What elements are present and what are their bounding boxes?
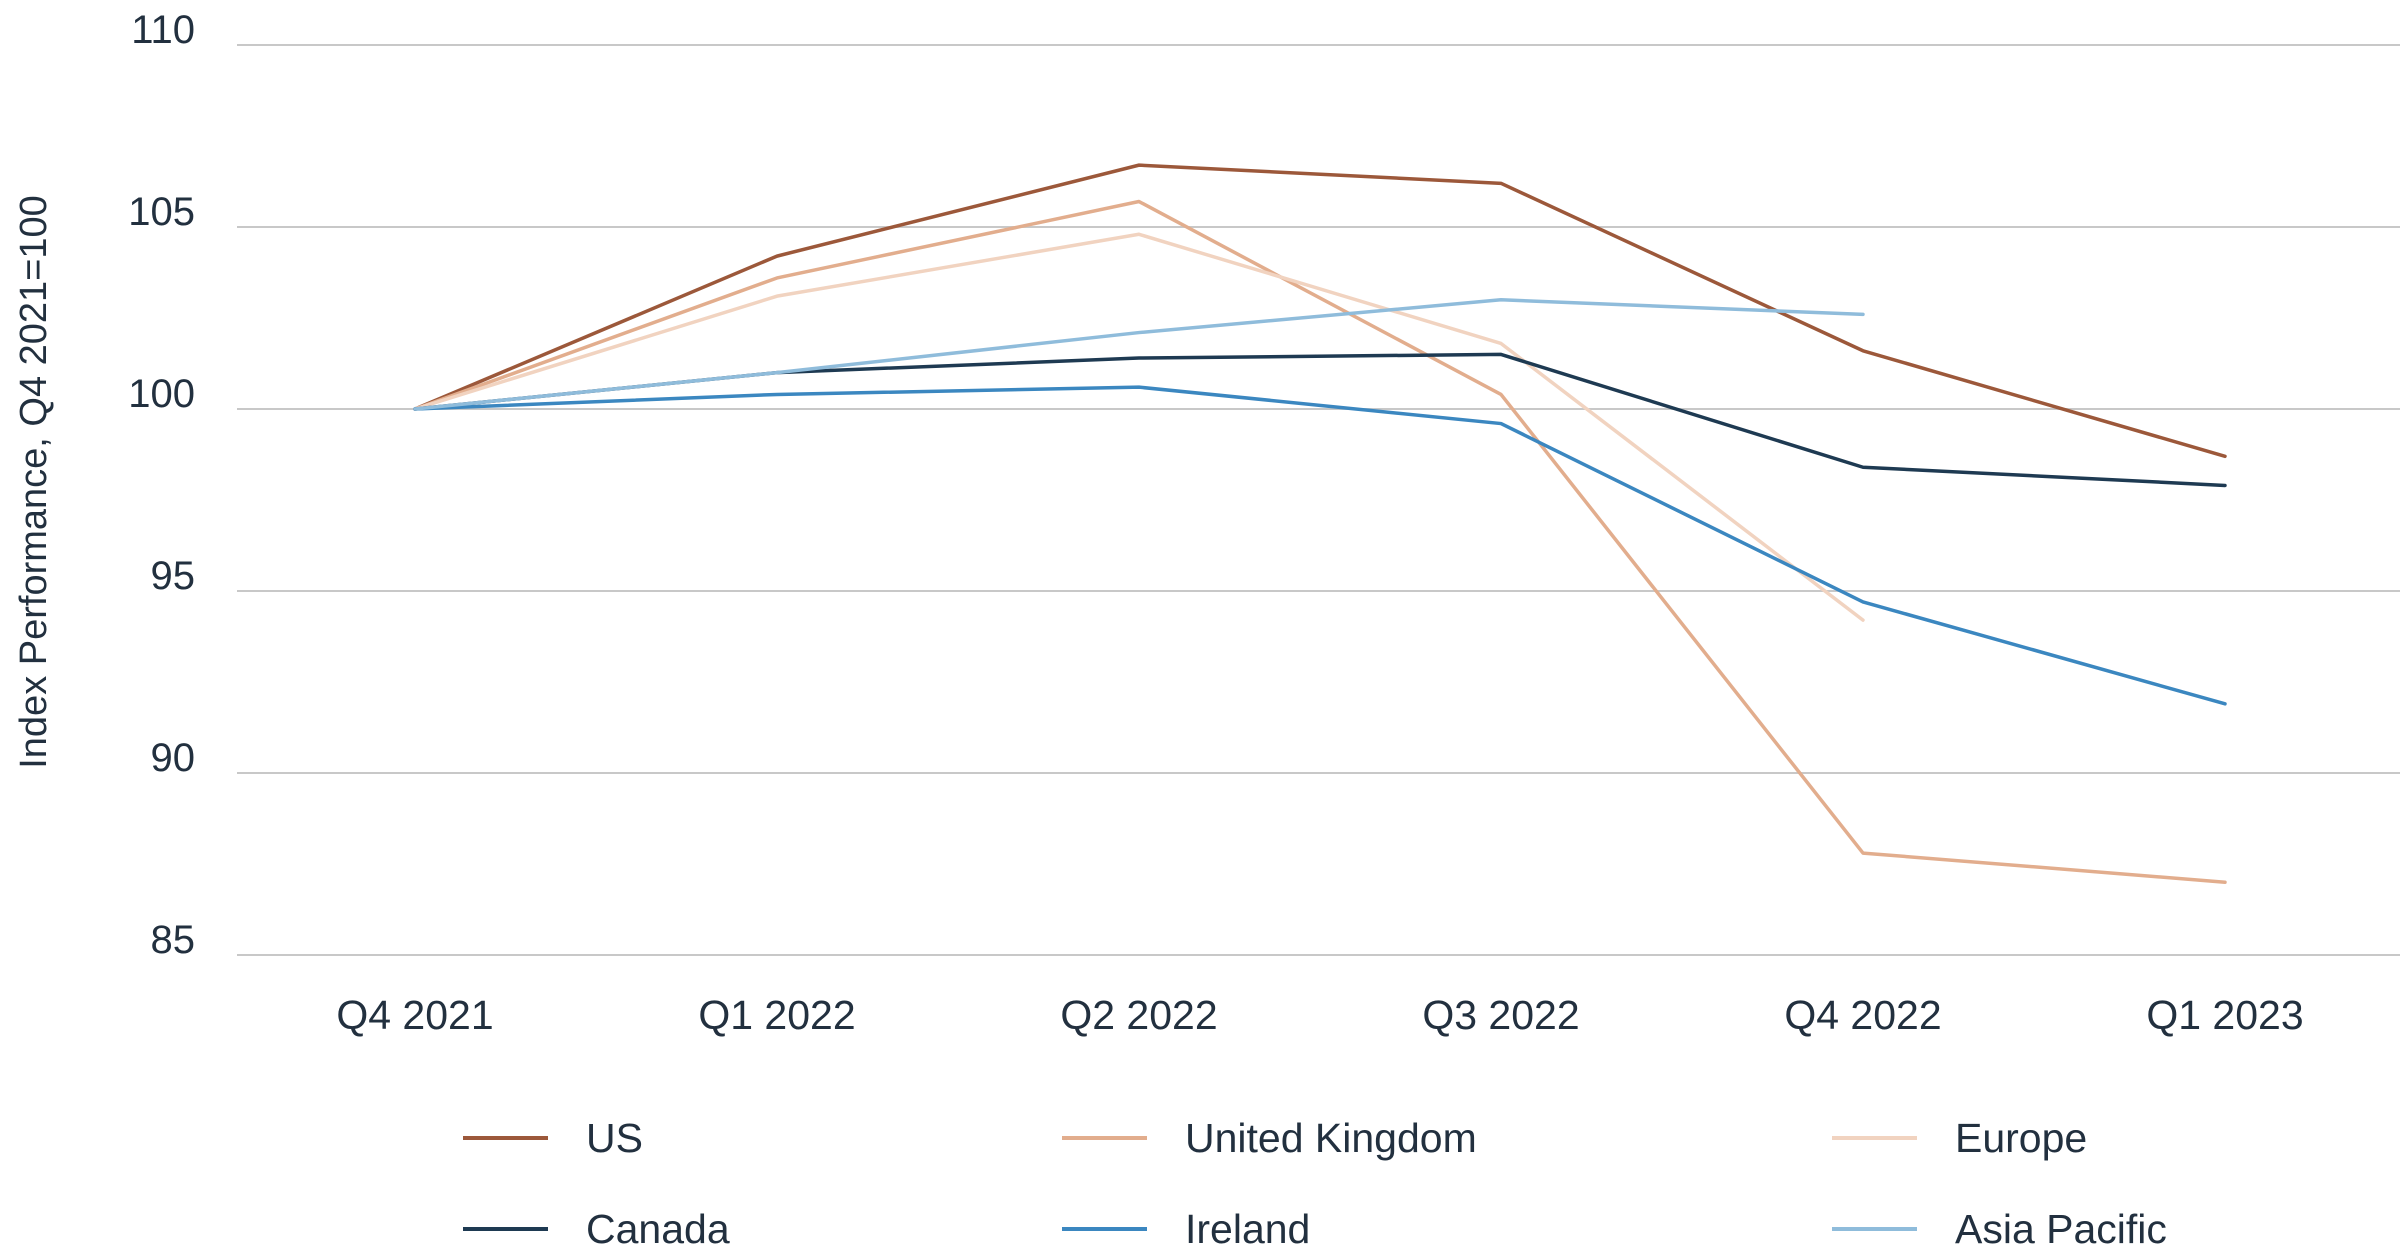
legend-label: Canada — [586, 1206, 730, 1252]
x-tick-label: Q4 2021 — [336, 992, 493, 1038]
legend-label: United Kingdom — [1185, 1115, 1477, 1161]
x-tick-label: Q4 2022 — [1784, 992, 1941, 1038]
x-tick-label: Q3 2022 — [1422, 992, 1579, 1038]
legend-item: United Kingdom — [1062, 1115, 1477, 1161]
legend-item: Asia Pacific — [1832, 1206, 2167, 1252]
legend-label: Ireland — [1185, 1206, 1310, 1252]
legend-item: Europe — [1832, 1115, 2087, 1161]
legend-label: Asia Pacific — [1955, 1206, 2167, 1252]
y-axis-label: Index Performance, Q4 2021=100 — [13, 195, 55, 769]
y-tick-label: 110 — [131, 8, 195, 52]
legend: US United Kingdom Europe Canada Ireland Asia … — [463, 1115, 2167, 1252]
y-tick-label: 95 — [151, 554, 196, 598]
y-axis-ticks: 85 90 95 100 105 110 — [128, 8, 195, 962]
gridlines — [237, 44, 2400, 956]
series-line-us — [413, 163, 2227, 459]
series-line-united-kingdom — [413, 199, 2227, 884]
series-line-europe — [413, 232, 1865, 622]
y-tick-label: 105 — [128, 190, 195, 234]
x-tick-label: Q1 2022 — [698, 992, 855, 1038]
series-line-asia-pacific — [413, 298, 1865, 411]
series-lines — [413, 163, 2227, 884]
series-line-ireland — [413, 385, 2227, 706]
x-tick-label: Q2 2022 — [1060, 992, 1217, 1038]
y-tick-label: 85 — [151, 918, 196, 962]
y-tick-label: 90 — [151, 736, 196, 780]
legend-label: Europe — [1955, 1115, 2087, 1161]
series-line-canada — [413, 352, 2227, 488]
legend-label: US — [586, 1115, 643, 1161]
legend-item: Ireland — [1062, 1206, 1310, 1252]
legend-item: Canada — [463, 1206, 730, 1252]
legend-item: US — [463, 1115, 643, 1161]
y-tick-label: 100 — [128, 372, 195, 416]
x-axis-ticks: Q4 2021 Q1 2022 Q2 2022 Q3 2022 Q4 2022 Q1 20… — [336, 992, 2303, 1038]
x-tick-label: Q1 2023 — [2146, 992, 2303, 1038]
